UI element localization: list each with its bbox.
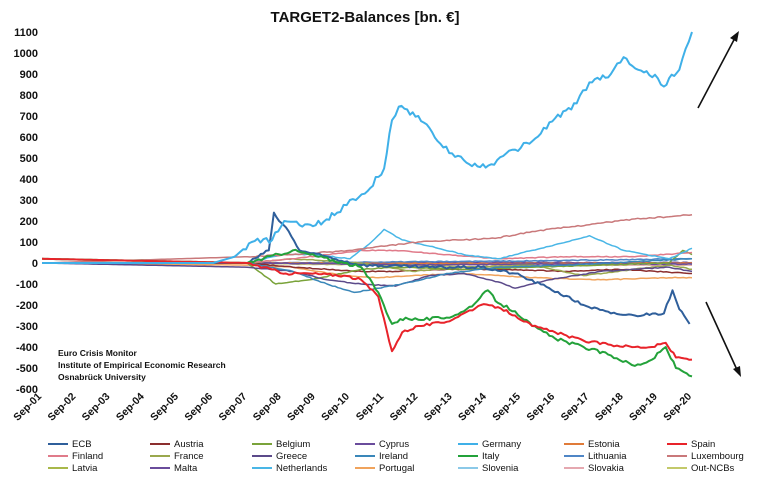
series-line-luxembourg [41,213,693,264]
legend-label: Cyprus [379,439,409,450]
y-tick-label: 800 [20,90,38,102]
x-tick-label: Sep-12 [388,391,421,424]
x-tick-label: Sep-19 [627,391,660,424]
x-tick-label: Sep-16 [524,391,557,424]
legend-label: Germany [482,439,521,450]
y-tick-label: 600 [20,132,38,144]
x-tick-label: Sep-11 [354,391,387,424]
y-tick-label: 500 [20,153,38,165]
source-annotation: Euro Crisis Monitor Institute of Empiric… [58,348,226,382]
y-tick-label: 400 [20,174,38,186]
x-tick-label: Sep-06 [182,391,215,424]
legend-label: Slovenia [482,463,519,474]
y-tick-label: 200 [20,216,38,228]
y-tick-label: 0 [32,258,38,270]
legend-label: Italy [482,451,500,462]
legend-label: Netherlands [276,463,327,474]
legend-label: ECB [72,439,92,450]
legend-label: Estonia [588,439,620,450]
legend-label: Belgium [276,439,310,450]
legend-label: Austria [174,439,204,450]
down-arrow [705,301,739,373]
chart-title: TARGET2-Balances [bn. €] [271,9,460,26]
series-lines [41,31,693,378]
x-tick-label: Sep-10 [319,391,352,424]
legend-label: Lithuania [588,451,627,462]
y-axis: 110010009008007006005004003002001000-100… [14,27,38,396]
x-tick-label: Sep-02 [45,391,78,424]
series-line-netherlands [42,228,693,264]
up-arrow [697,35,737,109]
x-tick-label: Sep-17 [559,391,592,424]
x-tick-label: Sep-03 [80,391,113,424]
annotation-line: Euro Crisis Monitor [58,348,138,358]
y-tick-label: 1100 [14,27,38,39]
legend-label: Greece [276,451,307,462]
legend-label: Luxembourg [691,451,744,462]
y-tick-label: 700 [20,111,38,123]
legend-label: France [174,451,204,462]
y-tick-label: 100 [20,237,38,249]
y-tick-label: 1000 [14,48,38,60]
x-tick-label: Sep-20 [661,391,694,424]
legend-label: Ireland [379,451,408,462]
legend: ECB Austria Belgium Cyprus Germany Estonia Spa… [48,439,744,474]
x-tick-label: Sep-14 [456,391,489,424]
y-tick-label: -300 [16,321,38,333]
x-tick-label: Sep-13 [422,391,455,424]
legend-label: Slovakia [588,463,625,474]
legend-label: Out-NCBs [691,463,735,474]
legend-label: Spain [691,439,715,450]
legend-label: Portugal [379,463,414,474]
x-tick-label: Sep-05 [148,391,181,424]
x-tick-label: Sep-15 [490,391,523,424]
y-tick-label: -100 [16,279,38,291]
series-line-germany [42,31,693,264]
y-tick-label: 900 [20,69,38,81]
y-tick-label: -200 [16,300,38,312]
x-tick-label: Sep-08 [251,391,284,424]
x-tick-label: Sep-04 [114,391,147,424]
x-tick-label: Sep-09 [285,391,318,424]
legend-label: Latvia [72,463,98,474]
annotation-line: Institute of Empirical Economic Research [58,360,226,370]
up-arrowhead [730,31,739,42]
legend-label: Malta [174,463,198,474]
y-tick-label: -600 [16,384,38,396]
x-tick-label: Sep-07 [217,391,250,424]
x-axis: Sep-01 Sep-02 Sep-03 Sep-04 Sep-05 Sep-06 Sep-… [11,391,694,424]
y-tick-label: -500 [16,363,38,375]
legend-label: Finland [72,451,103,462]
x-tick-label: Sep-18 [593,391,626,424]
y-tick-label: -400 [16,342,38,354]
annotation-line: Osnabrück University [58,372,146,382]
y-tick-label: 300 [20,195,38,207]
down-arrowhead [733,366,741,377]
series-line-spain [41,257,693,361]
trend-arrows [697,31,741,377]
